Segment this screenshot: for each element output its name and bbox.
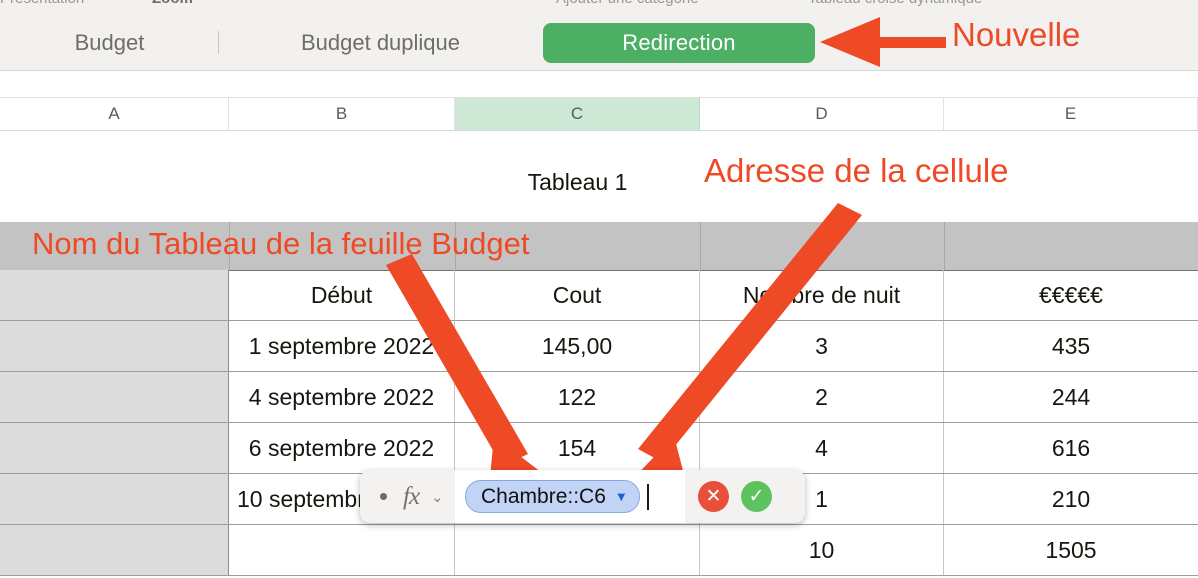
column-header-e[interactable]: E — [944, 98, 1198, 130]
banner-separator — [944, 222, 945, 270]
chevron-down-icon[interactable]: ⌄ — [431, 488, 444, 506]
sheet-tab-bar: Budget Budget duplique Redirection — [0, 15, 1198, 71]
cell-d[interactable]: 10 — [700, 525, 944, 575]
function-fx-icon[interactable]: fx — [403, 482, 420, 510]
cell-d[interactable]: 2 — [700, 372, 944, 422]
row-stub[interactable] — [0, 474, 229, 524]
cell-e[interactable]: 210 — [1051, 485, 1091, 512]
tab-redirection[interactable]: Redirection — [543, 23, 815, 63]
table-row-totals: 10 1505 — [0, 525, 1198, 576]
cell-b[interactable]: 6 septembre 2022 — [229, 423, 455, 473]
cell-c[interactable] — [455, 525, 700, 575]
toolbar-item-pivot-table[interactable]: Tableau croisé dynamique — [808, 0, 982, 7]
table-banner-row[interactable] — [0, 222, 1198, 271]
cell-e[interactable]: 244 — [1051, 383, 1091, 410]
banner-separator — [700, 222, 701, 270]
cell-d[interactable]: 4 — [700, 423, 944, 473]
toolbar-strip: Présentation Zoom Ajouter une catégorie … — [0, 0, 1198, 16]
caret-down-icon[interactable]: ▼ — [614, 489, 628, 504]
toolbar-item-presentation[interactable]: Présentation — [0, 0, 84, 7]
cell-d[interactable]: 3 — [700, 321, 944, 371]
banner-separator — [455, 222, 456, 270]
toolbar-item-zoom[interactable]: Zoom — [152, 0, 193, 7]
toolbar-item-add-category[interactable]: Ajouter une catégorie — [556, 0, 699, 7]
cell-c[interactable]: 145,00 — [455, 321, 700, 371]
annotation-nom-tableau: Nom du Tableau de la feuille Budget — [32, 226, 530, 261]
row-stub[interactable] — [0, 372, 229, 422]
column-header-c[interactable]: C — [455, 98, 700, 130]
bullet-icon — [380, 493, 387, 500]
table-row: 4 septembre 2022 122 2 244 — [0, 372, 1198, 423]
row-stub[interactable] — [0, 270, 229, 320]
column-header-d[interactable]: D — [700, 98, 944, 130]
tab-budget-duplique[interactable]: Budget duplique — [300, 29, 461, 55]
header-cell-cout[interactable]: Cout — [455, 270, 700, 320]
annotation-adresse-cellule: Adresse de la cellule — [704, 152, 1009, 189]
banner-separator — [229, 222, 230, 270]
row-stub[interactable] — [0, 321, 229, 371]
table-row: 1 septembre 2022 145,00 3 435 — [0, 321, 1198, 372]
table-title: Tableau 1 — [527, 168, 628, 195]
header-cell-debut[interactable]: Début — [229, 270, 455, 320]
column-header-a[interactable]: A — [0, 98, 229, 130]
cell-b[interactable]: 4 septembre 2022 — [229, 372, 455, 422]
column-header-row: A B C D E — [0, 97, 1198, 131]
column-header-b[interactable]: B — [229, 98, 455, 130]
accept-button[interactable]: ✓ — [741, 481, 772, 512]
formula-input[interactable]: Chambre::C6 ▼ — [455, 470, 685, 523]
cancel-button[interactable]: ✕ — [698, 481, 729, 512]
cell-e[interactable]: 616 — [1051, 434, 1091, 461]
row-stub[interactable] — [0, 525, 229, 575]
formula-editor-popover[interactable]: fx ⌄ Chambre::C6 ▼ ✕ ✓ — [360, 470, 805, 523]
header-cell-nuits[interactable]: Nombre de nuit — [700, 270, 944, 320]
cell-e[interactable]: 1505 — [1045, 536, 1097, 563]
grid: Début Cout Nombre de nuit €€€€€ 1 septem… — [0, 270, 1198, 578]
tab-budget[interactable]: Budget — [74, 29, 145, 55]
cell-e[interactable]: 435 — [1051, 332, 1091, 359]
text-cursor — [646, 483, 649, 510]
table-row: 6 septembre 2022 154 4 616 — [0, 423, 1198, 474]
annotation-nouvelle: Nouvelle — [952, 16, 1081, 53]
cell-reference-label: Chambre::C6 — [481, 484, 606, 508]
cell-c[interactable]: 154 — [455, 423, 700, 473]
row-stub[interactable] — [0, 423, 229, 473]
cell-reference-token[interactable]: Chambre::C6 ▼ — [465, 480, 640, 513]
tab-divider — [218, 31, 219, 54]
cell-b[interactable] — [229, 525, 455, 575]
cell-d[interactable]: 1 — [700, 474, 944, 524]
cell-c[interactable]: 122 — [455, 372, 700, 422]
table-header-row: Début Cout Nombre de nuit €€€€€ — [0, 270, 1198, 321]
header-cell-total[interactable]: €€€€€ — [1039, 281, 1103, 308]
cell-b[interactable]: 1 septembre 2022 — [229, 321, 455, 371]
